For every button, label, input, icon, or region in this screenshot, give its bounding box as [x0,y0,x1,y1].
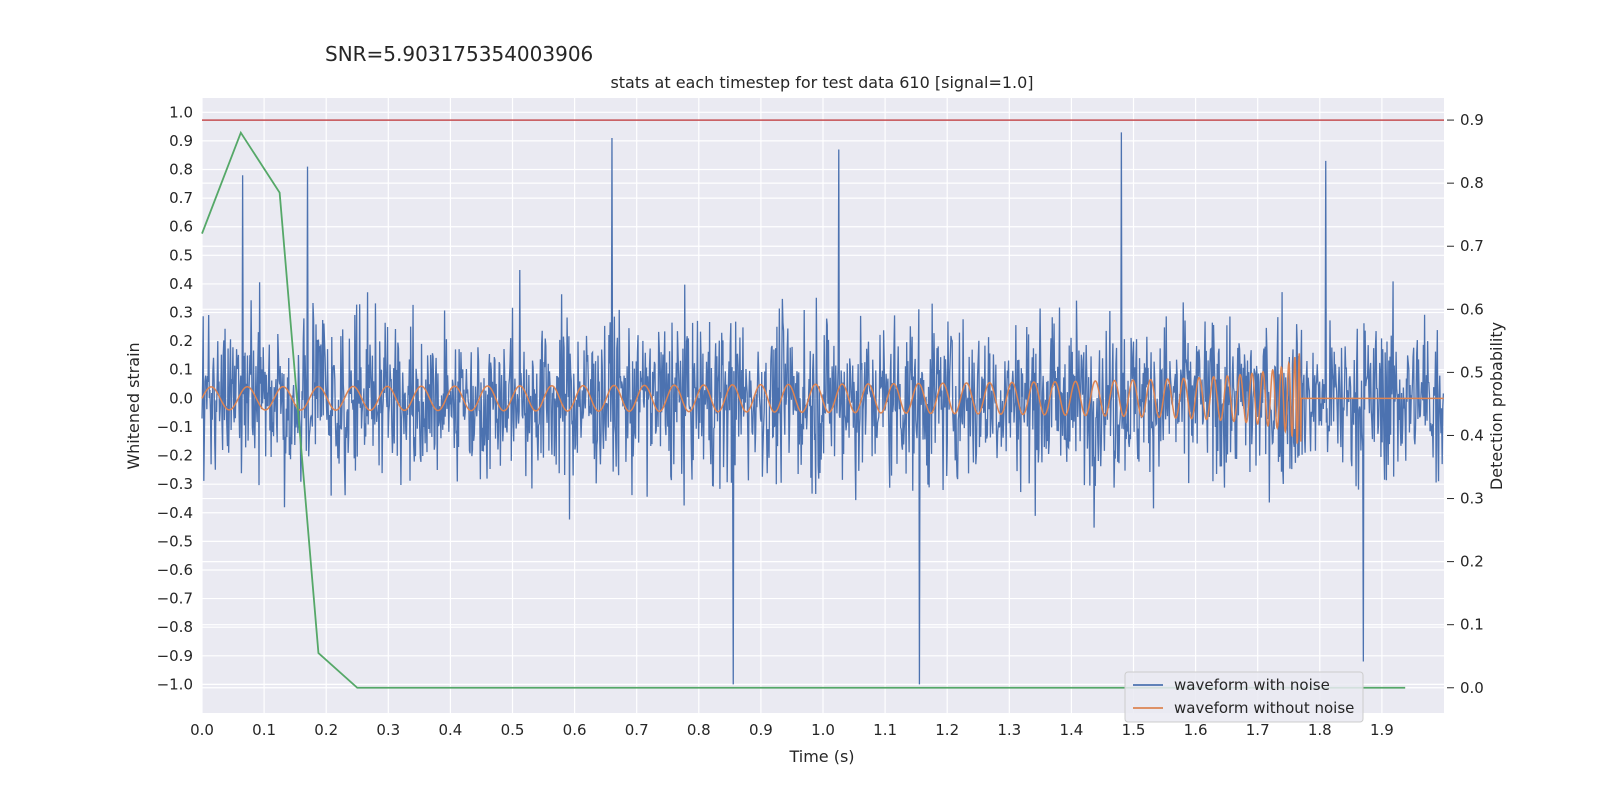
x-tick-label: 0.2 [314,721,338,739]
y-right-tick-label: 0.6 [1460,300,1484,318]
y-right-tick-label: 0.4 [1460,426,1484,444]
y-tick-label: −0.2 [157,447,193,465]
y-tick-label: −0.6 [157,561,193,579]
y-tick-label: −0.4 [157,504,193,522]
y-right-tick-label: 0.7 [1460,237,1484,255]
legend-label-without-noise: waveform without noise [1174,699,1354,717]
x-tick-label: 0.1 [252,721,276,739]
y-tick-label: 0.8 [169,161,193,179]
y-right-tick-label: 0.9 [1460,111,1484,129]
y-tick-label: 0.6 [169,218,193,236]
x-tick-label: 1.4 [1059,721,1083,739]
y-right-tick-label: 0.0 [1460,679,1484,697]
y-tick-label: 0.4 [169,275,193,293]
y-tick-label: −1.0 [157,675,193,693]
y-right-tick-label: 0.8 [1460,174,1484,192]
y-tick-label: −0.7 [157,590,193,608]
x-tick-label: 1.1 [873,721,897,739]
y-right-tick-label: 0.1 [1460,616,1484,634]
y-tick-label: 0.7 [169,189,193,207]
legend-label-with-noise: waveform with noise [1174,676,1330,694]
x-tick-label: 1.5 [1122,721,1146,739]
y-right-tick-label: 0.5 [1460,363,1484,381]
x-tick-label: 0.4 [438,721,462,739]
y-tick-label: −0.3 [157,475,193,493]
y-tick-label: 0.0 [169,389,193,407]
legend: waveform with noise waveform without noi… [1124,671,1364,723]
chart-title: stats at each timestep for test data 610… [610,73,1033,92]
x-axis-label: Time (s) [788,747,854,766]
x-tick-label: 1.2 [935,721,959,739]
y-tick-label: 0.3 [169,304,193,322]
x-tick-label: 0.9 [749,721,773,739]
series-waveform-without-noise [201,353,1444,444]
series-waveform-with-noise [201,132,1445,685]
x-tick-label: 1.0 [811,721,835,739]
y-tick-label: −0.5 [157,532,193,550]
x-tick-label: 1.8 [1308,721,1332,739]
x-tick-label: 1.3 [997,721,1021,739]
y-tick-label: 0.2 [169,332,193,350]
x-tick-label: 0.5 [501,721,525,739]
legend-box [1124,671,1364,723]
x-tick-label: 1.6 [1184,721,1208,739]
y-tick-label: 1.0 [169,103,193,121]
chart-suptitle: SNR=5.903175354003906 [325,42,593,66]
ticks-layer: 0.0 0.1 0.2 0.3 0.4 0.5 0.6 0.7 0.8 0.9 1.0 1.1 1.2 1… [157,103,1484,739]
y-axis-label-right: Detection probability [1487,322,1506,490]
x-tick-label: 1.9 [1370,721,1394,739]
x-tick-label: 1.7 [1246,721,1270,739]
x-tick-label: 0.0 [190,721,214,739]
y-axis-label: Whitened strain [124,342,143,469]
x-tick-label: 0.7 [625,721,649,739]
y-tick-label: −0.8 [157,618,193,636]
y-tick-label: 0.1 [169,361,193,379]
x-tick-label: 0.3 [376,721,400,739]
y-tick-label: 0.9 [169,132,193,150]
y-tick-label: 0.5 [169,246,193,264]
y-tick-label: −0.1 [157,418,193,436]
y-right-tick-label: 0.3 [1460,490,1484,508]
x-tick-label: 0.6 [563,721,587,739]
y-right-tick-label: 0.2 [1460,553,1484,571]
x-tick-label: 0.8 [687,721,711,739]
y-tick-label: −0.9 [157,647,193,665]
